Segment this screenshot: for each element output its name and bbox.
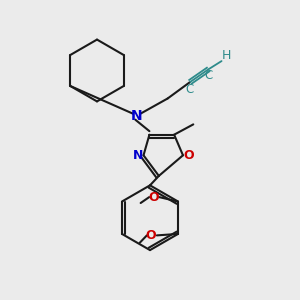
Text: N: N: [132, 149, 143, 162]
Text: O: O: [184, 149, 194, 162]
Text: O: O: [146, 229, 156, 242]
Text: H: H: [222, 49, 231, 62]
Text: O: O: [148, 190, 159, 204]
Text: C: C: [205, 69, 213, 82]
Text: C: C: [186, 83, 194, 96]
Text: N: N: [131, 109, 142, 123]
